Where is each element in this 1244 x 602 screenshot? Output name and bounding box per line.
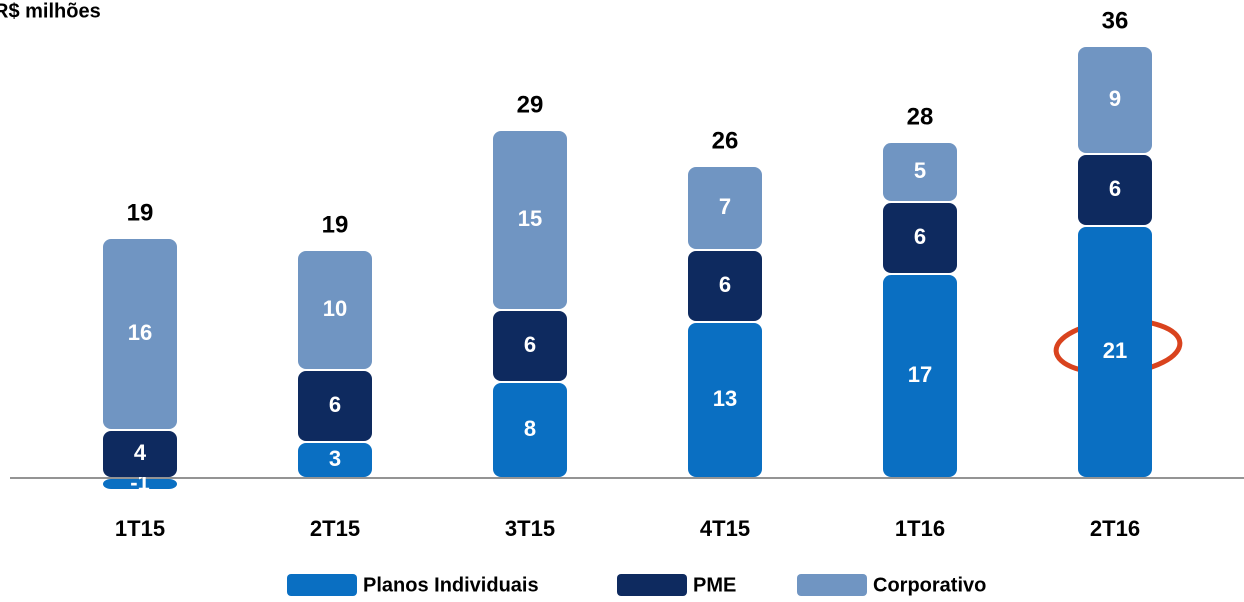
bar-segment: [298, 251, 372, 369]
segment-label: 17: [908, 362, 932, 387]
chart-title: R$ milhões: [0, 0, 101, 22]
bar-segment: [493, 131, 567, 309]
bar-segment: [493, 383, 567, 477]
total-label: 26: [712, 127, 739, 154]
legend-swatch: [797, 574, 867, 596]
legend-swatch: [617, 574, 687, 596]
bar-segment: [103, 239, 177, 429]
x-tick-label: 1T16: [895, 516, 945, 541]
bar-segment: [298, 371, 372, 441]
segment-label: 15: [518, 206, 542, 231]
x-tick-label: 1T15: [115, 516, 165, 541]
bar-segment: [298, 443, 372, 477]
bar-segment: [1078, 47, 1152, 153]
total-label: 19: [127, 199, 154, 226]
legend-label: Corporativo: [873, 574, 986, 596]
segment-label: 21: [1103, 338, 1127, 363]
x-tick-label: 4T15: [700, 516, 750, 541]
segment-label: 10: [323, 296, 347, 321]
legend-label: PME: [693, 574, 736, 596]
bar-segment: [1078, 227, 1152, 477]
x-tick-label: 2T16: [1090, 516, 1140, 541]
segment-label: 5: [914, 158, 926, 183]
segment-label: 6: [719, 272, 731, 297]
segment-label: 16: [128, 320, 152, 345]
bar-segment: [688, 323, 762, 477]
bar-segment: [1078, 155, 1152, 225]
segment-label: 6: [329, 392, 341, 417]
segment-label: 6: [524, 332, 536, 357]
legend-label: Planos Individuais: [363, 574, 539, 596]
segment-label: 13: [713, 386, 737, 411]
bar-segment: [883, 143, 957, 201]
segment-label: 6: [1109, 176, 1121, 201]
segment-label: 7: [719, 194, 731, 219]
total-label: 19: [322, 211, 349, 238]
legend-swatch: [287, 574, 357, 596]
segment-label: 6: [914, 224, 926, 249]
bar-segment: [103, 431, 177, 477]
segment-label: 9: [1109, 86, 1121, 111]
total-label: 36: [1102, 7, 1129, 34]
bar-segment: [883, 275, 957, 477]
x-tick-label: 2T15: [310, 516, 360, 541]
bar-segment: [688, 251, 762, 321]
segment-label: 3: [329, 446, 341, 471]
x-tick-label: 3T15: [505, 516, 555, 541]
bar-segment: [883, 203, 957, 273]
total-label: 29: [517, 91, 544, 118]
total-label: 28: [907, 103, 934, 130]
bar-segment: [493, 311, 567, 381]
bar-segment: [103, 479, 177, 489]
bar-segment: [688, 167, 762, 249]
segment-label: 8: [524, 416, 536, 441]
segment-label: 4: [134, 440, 147, 465]
